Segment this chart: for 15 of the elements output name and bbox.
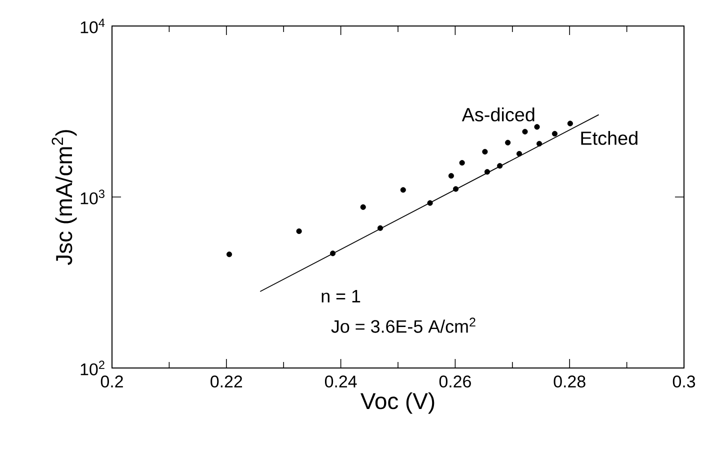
x-tick-label: 0.26 [439,376,471,388]
x-tick-label: 0.22 [210,376,242,388]
x-tick-label: 0.28 [554,376,586,388]
y-axis-title: Jsc (mA/cm$^{2}$) [52,130,77,265]
series-label: Etched [581,131,638,145]
x-tick-label: 0.2 [100,376,123,388]
x-tick-label: 0.3 [672,376,696,388]
series-label: As-diced [462,107,534,122]
x-tick-label: 0.24 [324,376,357,388]
annotation: Jo = 3.6E-5 A/cm$^{2}$ [331,318,476,333]
x-axis-title: Voc (V) [360,392,434,414]
y-tick-label: 10$^{3}$ [80,190,104,204]
annotation: n = 1 [322,290,360,302]
y-tick-label: 10$^{4}$ [80,18,105,34]
y-tick-label: 10$^{2}$ [80,360,104,376]
